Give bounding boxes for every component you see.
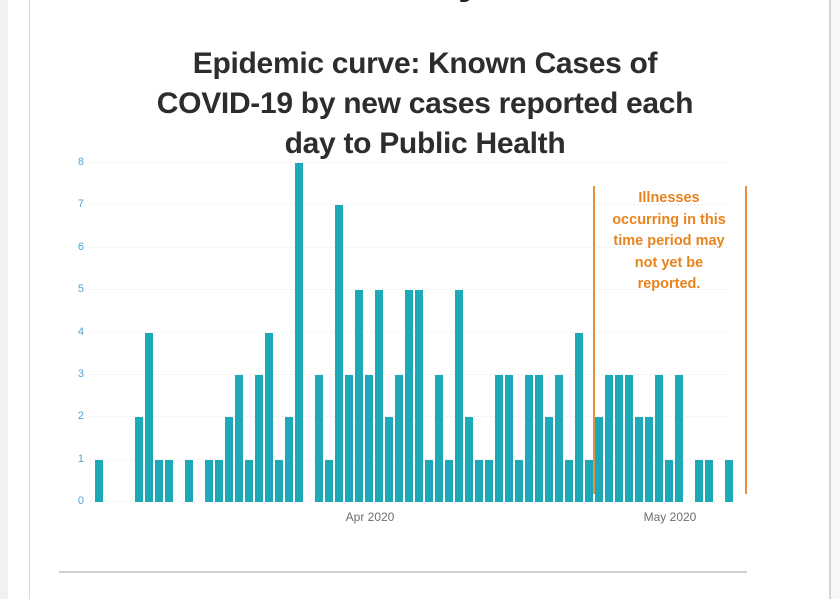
y-axis-tick-4: 4 <box>77 325 84 338</box>
chart-title: Epidemic curve: Known Cases of COVID-19 … <box>80 44 770 164</box>
bar-day-23 <box>325 459 333 502</box>
bar-day-16 <box>255 374 263 502</box>
bar-day-18 <box>275 459 283 502</box>
bar-day-53 <box>625 374 633 502</box>
bar-day-7 <box>165 459 173 502</box>
bar-day-55 <box>645 417 653 502</box>
card-border-right <box>829 0 831 599</box>
bar-day-13 <box>225 417 233 502</box>
bar-day-32 <box>415 290 423 502</box>
x-axis-tick-may-2020: May 2020 <box>643 510 697 524</box>
bar-day-24 <box>335 205 343 502</box>
x-axis-tick-apr-2020: Apr 2020 <box>345 510 395 524</box>
y-axis-tick-3: 3 <box>77 367 84 380</box>
bar-day-57 <box>665 459 673 502</box>
y-axis-tick-2: 2 <box>77 410 84 423</box>
bar-day-31 <box>405 290 413 502</box>
bar-day-28 <box>375 290 383 502</box>
gridline-y-5 <box>90 289 728 291</box>
bar-day-41 <box>505 374 513 502</box>
y-axis-tick-0: 0 <box>77 495 84 507</box>
bar-day-11 <box>205 459 213 502</box>
bar-day-34 <box>435 374 443 502</box>
y-axis-tick-6: 6 <box>77 240 84 253</box>
bar-day-33 <box>425 459 433 502</box>
bar-day-51 <box>605 374 613 502</box>
bar-day-46 <box>555 374 563 502</box>
bar-day-27 <box>365 374 373 502</box>
bar-day-25 <box>345 374 353 502</box>
bar-day-38 <box>475 459 483 502</box>
chart-title-line-1: Epidemic curve: Known Cases of <box>192 47 658 80</box>
bar-day-63 <box>725 459 733 502</box>
bar-day-37 <box>465 417 473 502</box>
gridline-y-8 <box>90 162 728 163</box>
chart-title-line-3: day to Public Health <box>284 127 566 160</box>
clipped-heading-fragment: y <box>452 0 488 9</box>
bar-day-45 <box>545 417 553 502</box>
bar-day-47 <box>565 459 573 502</box>
bar-day-36 <box>455 290 463 502</box>
card-border-left <box>29 0 30 599</box>
annotation-line-4: not yet be <box>634 254 704 271</box>
bar-day-39 <box>485 459 493 502</box>
bar-day-49 <box>585 459 593 502</box>
clipped-letter: y <box>458 0 482 4</box>
bar-day-52 <box>615 374 623 502</box>
bar-day-35 <box>445 459 453 502</box>
bar-day-6 <box>155 459 163 502</box>
annotation-line-5: reported. <box>637 276 701 292</box>
bar-day-12 <box>215 459 223 502</box>
annotation-text: Illnesses occurring in this time period … <box>598 188 740 296</box>
bar-day-43 <box>525 374 533 502</box>
bar-day-42 <box>515 459 523 502</box>
bar-day-48 <box>575 332 583 502</box>
annotation-line-end <box>745 186 747 494</box>
bar-day-61 <box>705 459 713 502</box>
gridline-y-6 <box>90 246 728 248</box>
bar-day-60 <box>695 459 703 502</box>
bar-day-14 <box>235 374 243 502</box>
bar-day-26 <box>355 290 363 502</box>
bar-day-50 <box>595 417 603 502</box>
y-axis-tick-5: 5 <box>77 283 84 296</box>
y-axis-tick-7: 7 <box>77 198 84 211</box>
y-axis-tick-1: 1 <box>77 452 84 465</box>
bar-day-22 <box>315 374 323 502</box>
bar-day-56 <box>655 374 663 502</box>
bar-day-9 <box>185 459 193 502</box>
chart-title-line-2: COVID-19 by new cases reported each <box>156 87 694 120</box>
bar-day-20 <box>295 163 303 502</box>
page-edge-strip-right <box>831 0 840 599</box>
bar-day-5 <box>145 332 153 502</box>
bar-day-54 <box>635 417 643 502</box>
annotation-line-start <box>593 186 595 494</box>
bar-chart-plot-area: Illnesses occurring in this time period … <box>90 162 747 502</box>
bar-day-4 <box>135 417 143 502</box>
bar-day-0 <box>95 459 103 502</box>
y-axis-tick-8: 8 <box>77 156 84 168</box>
bar-day-30 <box>395 374 403 502</box>
bar-day-19 <box>285 417 293 502</box>
bar-day-29 <box>385 417 393 502</box>
annotation-line-3: time period may <box>613 233 725 249</box>
bar-day-58 <box>675 374 683 502</box>
section-divider <box>59 571 747 573</box>
annotation-line-2: occurring in this <box>612 211 726 228</box>
page-edge-strip <box>0 0 8 599</box>
bar-day-15 <box>245 459 253 502</box>
annotation-line-1: Illnesses <box>638 190 700 206</box>
bar-day-17 <box>265 332 273 502</box>
gridline-y-7 <box>90 204 728 206</box>
bar-day-40 <box>495 374 503 502</box>
bar-day-44 <box>535 374 543 502</box>
